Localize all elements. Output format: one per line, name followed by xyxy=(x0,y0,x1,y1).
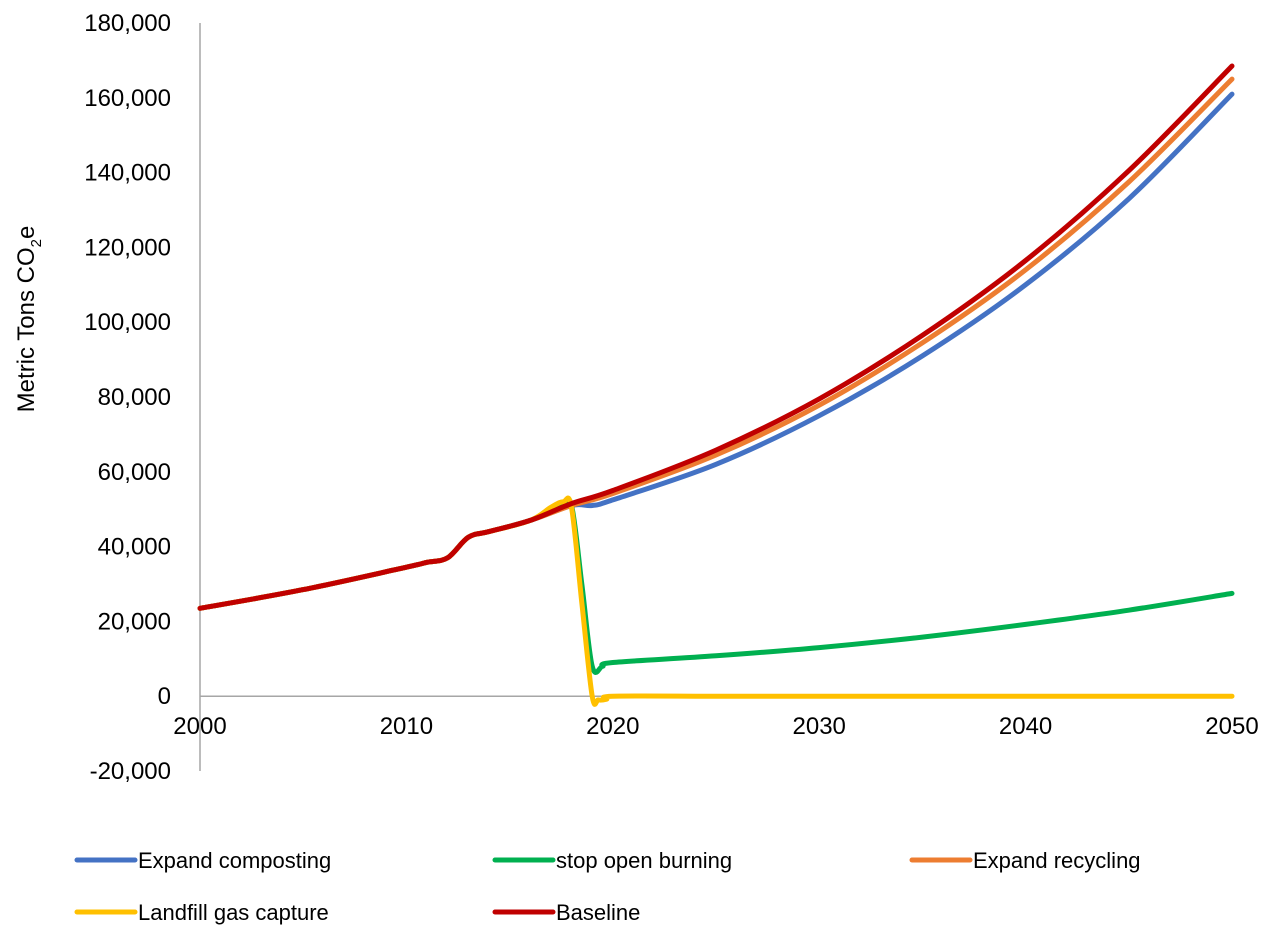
legend: Expand composting stop open burning Expand… xyxy=(74,848,1141,925)
y-tick-label: 120,000 xyxy=(84,234,171,261)
y-tick-label: 180,000 xyxy=(84,10,171,37)
x-tick-label: 2020 xyxy=(586,713,639,740)
x-tick-label: 2030 xyxy=(793,713,846,740)
legend-label: stop open burning xyxy=(556,848,732,873)
y-axis-title: Metric Tons CO2e xyxy=(13,226,45,413)
y-tick-label: 60,000 xyxy=(98,459,171,486)
y-tick-label: 80,000 xyxy=(98,384,171,411)
y-tick-label: 0 xyxy=(158,683,171,710)
x-tick-label: 2000 xyxy=(173,713,226,740)
x-axis-ticks: 2000 2010 2020 2030 2040 2050 xyxy=(173,713,1258,740)
legend-label: Baseline xyxy=(556,900,640,925)
series-lines xyxy=(197,63,1235,707)
y-tick-label: -20,000 xyxy=(90,758,171,785)
x-tick-label: 2010 xyxy=(380,713,433,740)
series-line-3 xyxy=(197,495,1235,707)
y-tick-label: 40,000 xyxy=(98,534,171,561)
series-line-1 xyxy=(197,496,1235,675)
series-line-4 xyxy=(197,63,1235,611)
x-tick-label: 2050 xyxy=(1205,713,1258,740)
y-tick-label: 100,000 xyxy=(84,309,171,336)
legend-label: Expand composting xyxy=(138,848,331,873)
y-tick-label: 160,000 xyxy=(84,85,171,112)
legend-label: Landfill gas capture xyxy=(138,900,329,925)
x-tick-label: 2040 xyxy=(999,713,1052,740)
series-line-2 xyxy=(197,76,1235,611)
y-tick-label: 140,000 xyxy=(84,160,171,187)
series-line-0 xyxy=(197,91,1235,611)
y-tick-label: 20,000 xyxy=(98,608,171,635)
y-axis-ticks: 180,000 160,000 140,000 120,000 100,000 80,00… xyxy=(84,10,171,785)
legend-label: Expand recycling xyxy=(973,848,1141,873)
